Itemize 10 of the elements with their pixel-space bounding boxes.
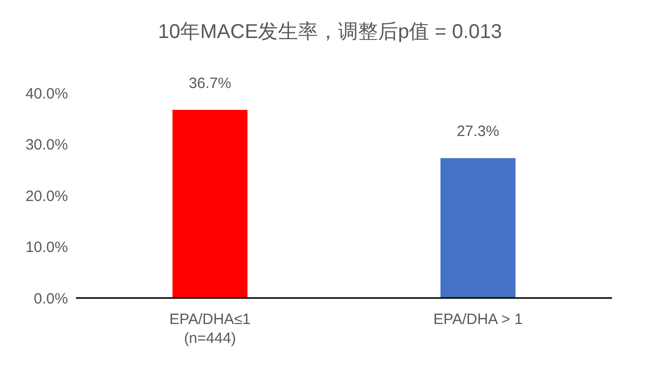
- data-label: 36.7%: [188, 74, 232, 92]
- x-tick-label: EPA/DHA > 1: [433, 311, 523, 328]
- x-tick-label: EPA/DHA≤1 (n=444): [169, 311, 251, 347]
- y-tick-label: 0.0%: [34, 290, 68, 308]
- y-tick-label: 10.0%: [25, 239, 68, 256]
- y-tick-label: 30.0%: [25, 136, 68, 154]
- chart-title: 10年MACE发生率，调整后p值 = 0.013: [157, 20, 503, 45]
- data-label: 27.3%: [456, 123, 500, 140]
- y-tick-label: 20.0%: [25, 188, 68, 205]
- y-tick-label: 40.0%: [25, 85, 68, 102]
